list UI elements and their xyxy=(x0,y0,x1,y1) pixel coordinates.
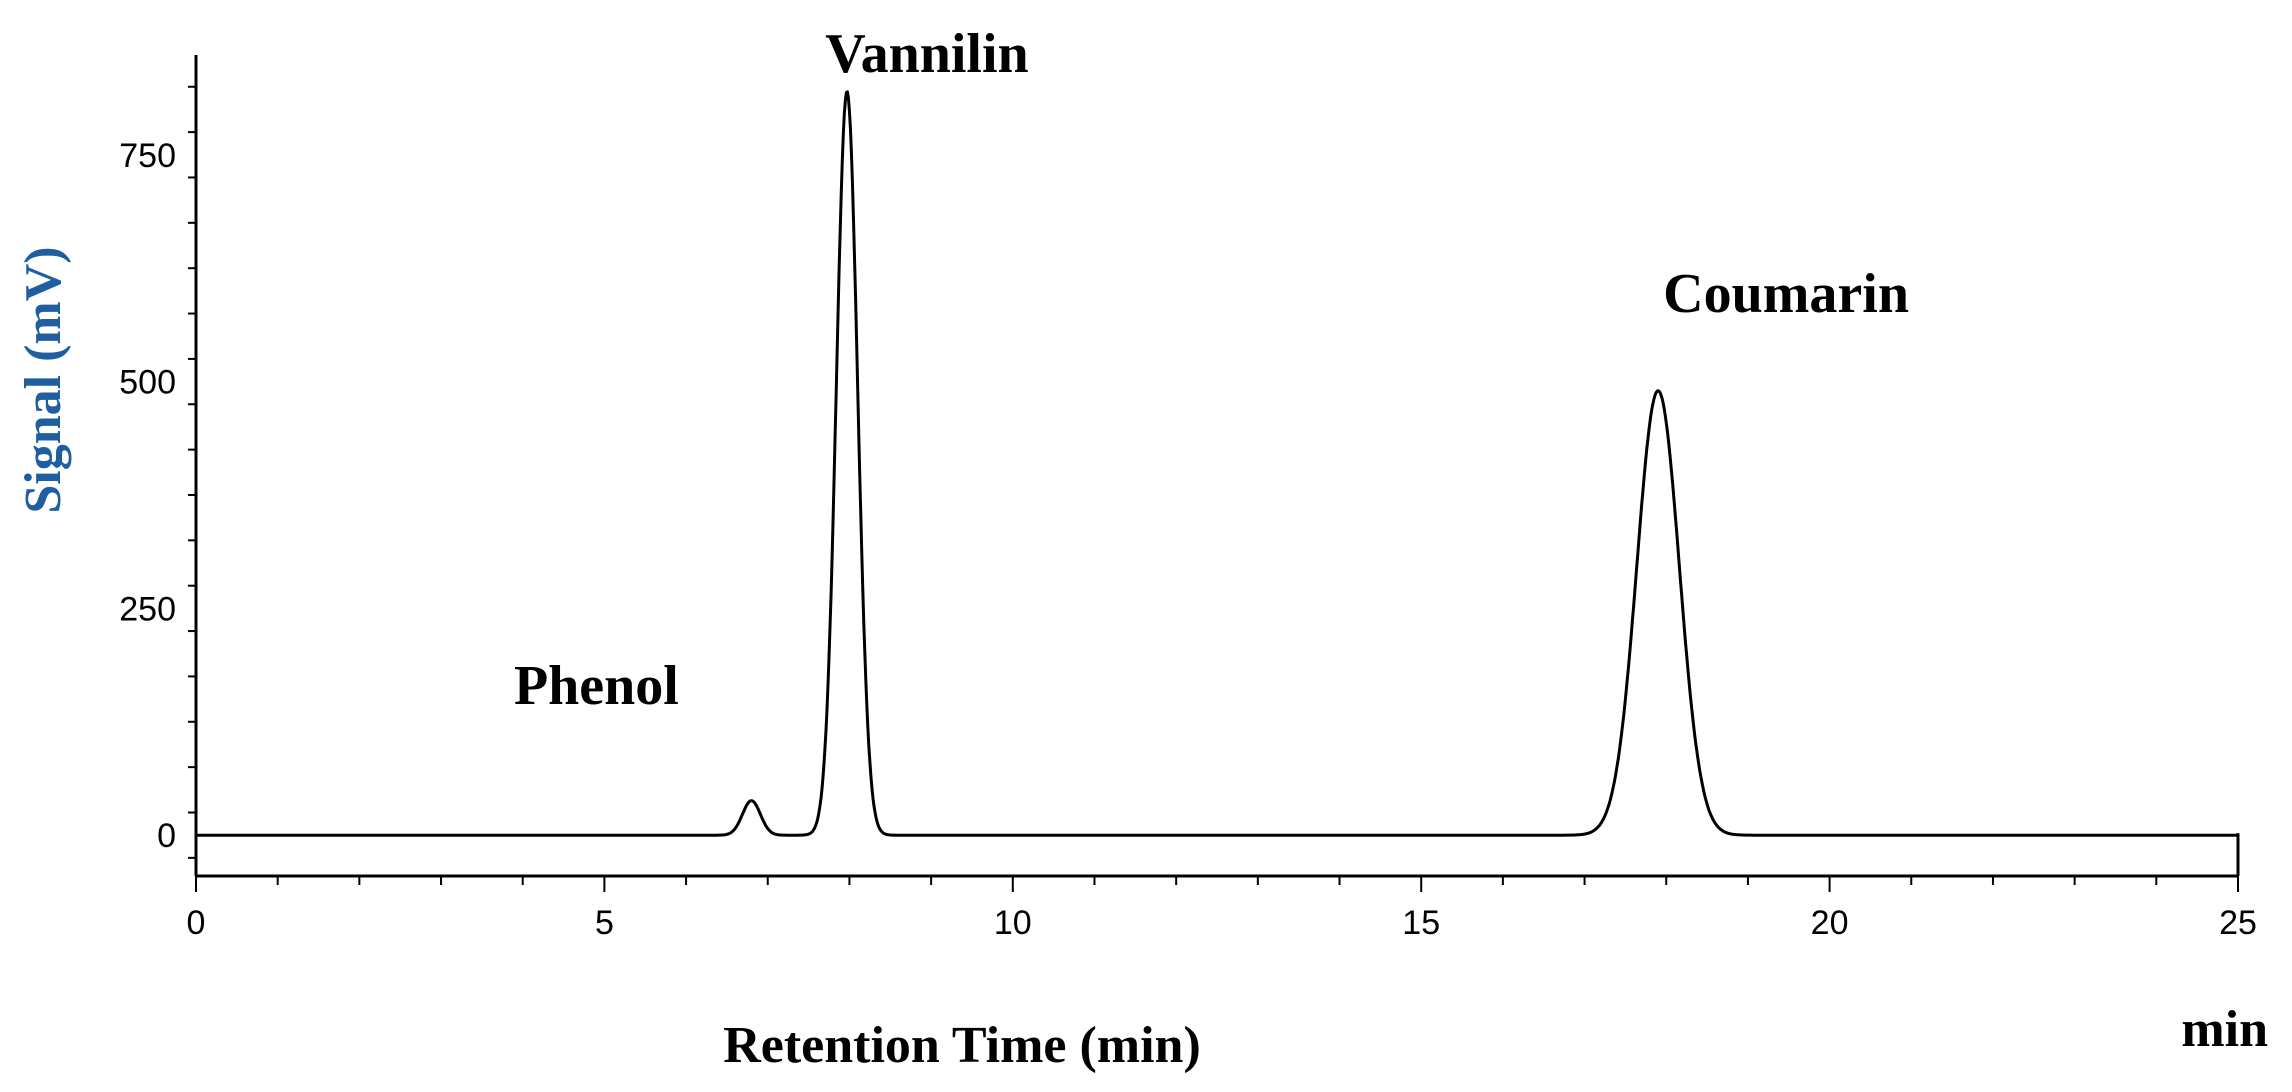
peak-label-phenol: Phenol xyxy=(514,655,679,717)
y-tick-label: 750 xyxy=(119,137,176,175)
x-ticks: 0 5 10 15 20 25 xyxy=(187,876,2257,942)
y-axis-label: Signal (mV) xyxy=(15,246,72,513)
y-tick-label: 0 xyxy=(157,817,176,855)
y-tick-label: 500 xyxy=(119,364,176,402)
x-tick-label: 0 xyxy=(187,904,206,942)
y-tick-label: 250 xyxy=(119,590,176,628)
axes xyxy=(194,55,2240,878)
x-tick-label: 5 xyxy=(595,904,614,942)
peak-labels: Phenol Vannilin Coumarin xyxy=(514,23,1909,717)
y-ticks: 0 250 500 750 xyxy=(119,85,196,859)
x-tick-label: 20 xyxy=(1811,904,1849,942)
peak-label-vannilin: Vannilin xyxy=(825,23,1028,85)
peak-label-coumarin: Coumarin xyxy=(1663,263,1909,325)
x-tick-label: 10 xyxy=(994,904,1032,942)
x-axis-unit-label: min xyxy=(2181,1001,2268,1058)
x-axis-label: Retention Time (min) xyxy=(723,1017,1201,1074)
signal-trace xyxy=(195,90,2239,837)
x-tick-label: 25 xyxy=(2219,904,2257,942)
x-tick-label: 15 xyxy=(1402,904,1440,942)
